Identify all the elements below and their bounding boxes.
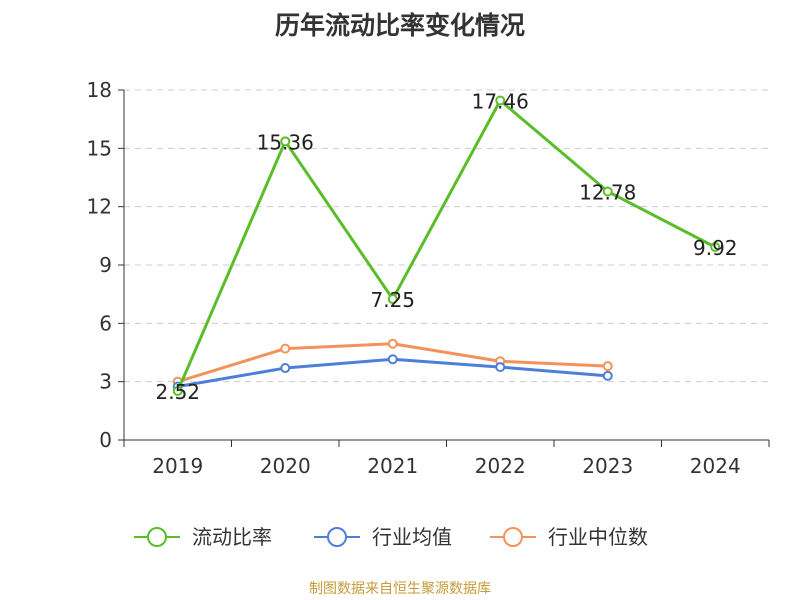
data-point xyxy=(602,361,613,372)
y-tick-label: 3 xyxy=(99,370,112,394)
legend-label: 行业均值 xyxy=(372,525,452,549)
legend-marker xyxy=(327,527,347,547)
data-point xyxy=(280,343,291,354)
x-tick-label: 2023 xyxy=(582,454,633,478)
series-line xyxy=(176,99,716,392)
x-tick-label: 2024 xyxy=(690,454,741,478)
x-tick-label: 2019 xyxy=(152,454,203,478)
data-point xyxy=(495,95,506,106)
data-point xyxy=(495,362,506,373)
data-label: 7.25 xyxy=(370,288,415,312)
data-point xyxy=(710,242,721,253)
data-label: 15.36 xyxy=(257,130,314,154)
data-label: 17.46 xyxy=(472,90,529,114)
data-point xyxy=(280,363,291,374)
x-tick-label: 2021 xyxy=(367,454,418,478)
data-point xyxy=(172,386,183,396)
chart-title: 历年流动比率变化情况 xyxy=(274,11,525,40)
y-tick-label: 15 xyxy=(87,136,112,160)
data-source-note: 制图数据来自恒生聚源数据库 xyxy=(309,581,491,597)
y-tick-label: 9 xyxy=(99,253,112,277)
data-point xyxy=(602,370,613,381)
data-point xyxy=(280,136,291,147)
data-point xyxy=(387,294,398,305)
legend-label: 行业中位数 xyxy=(548,525,648,549)
legend-label: 流动比率 xyxy=(192,525,272,549)
y-tick-label: 0 xyxy=(99,428,112,452)
data-point xyxy=(602,186,613,197)
data-label: 9.92 xyxy=(693,236,738,260)
data-point xyxy=(387,338,398,349)
data-label: 12.78 xyxy=(579,181,636,205)
legend-marker xyxy=(147,527,167,547)
y-tick-label: 18 xyxy=(87,78,112,102)
x-tick-label: 2020 xyxy=(260,454,311,478)
x-tick-label: 2022 xyxy=(475,454,526,478)
data-label: 2.52 xyxy=(155,380,200,404)
y-tick-label: 6 xyxy=(99,311,112,335)
data-point xyxy=(387,354,398,365)
y-tick-label: 12 xyxy=(87,195,112,219)
legend-marker xyxy=(503,527,523,547)
